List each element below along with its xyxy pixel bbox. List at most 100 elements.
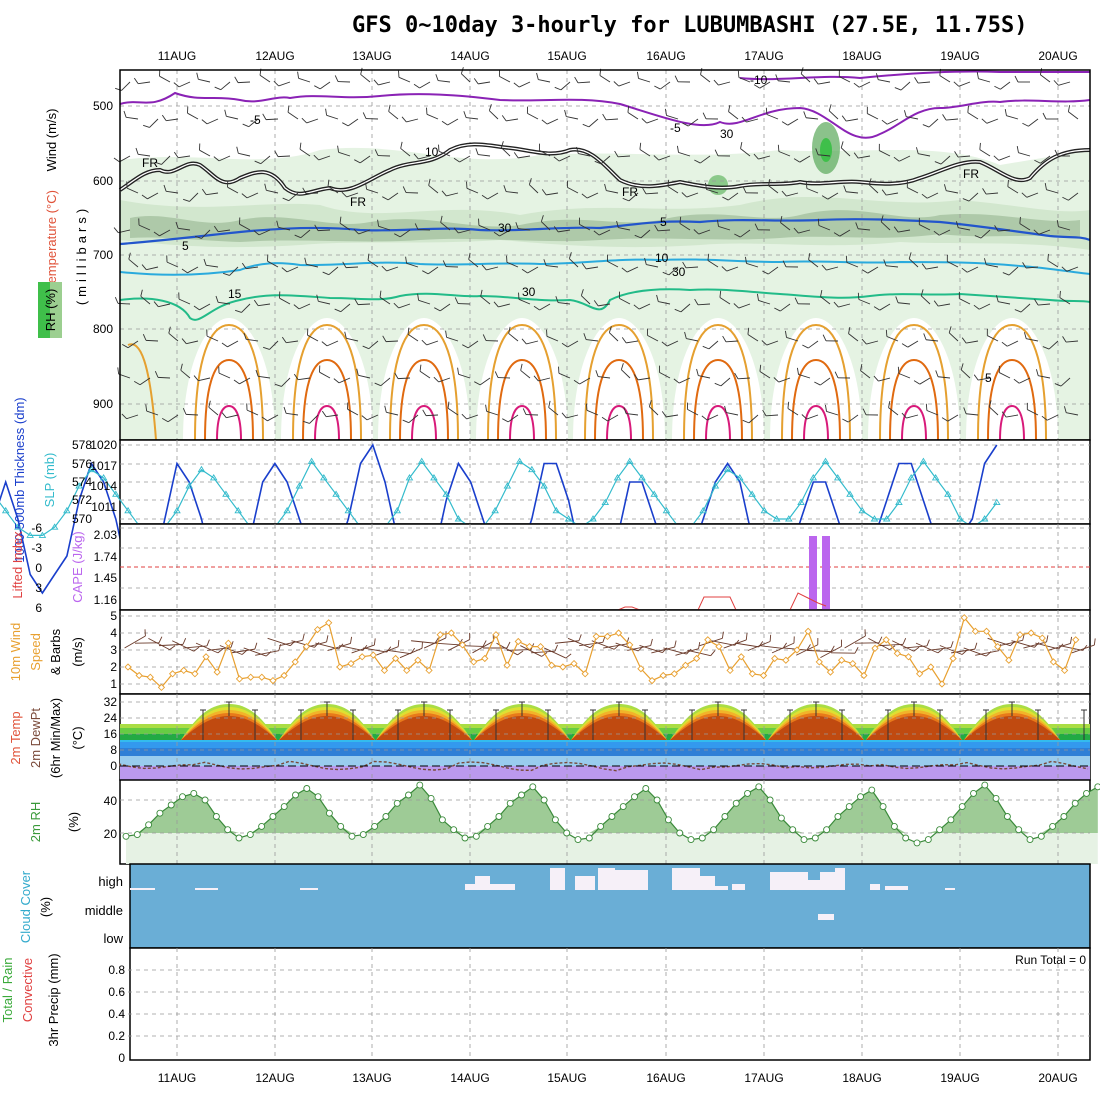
wind-barb	[854, 636, 883, 644]
slp-point	[124, 506, 132, 514]
temp-contour-30	[705, 404, 731, 441]
wind-barb	[223, 266, 239, 276]
rh-point	[1071, 799, 1079, 807]
wind-barb	[417, 293, 431, 305]
wind-barb	[733, 303, 751, 309]
wind-barb	[918, 217, 931, 231]
cape-bar	[822, 536, 830, 610]
rh-point	[405, 791, 412, 799]
cloud-gap	[475, 876, 490, 890]
wind-barb	[196, 72, 211, 83]
wind-barb	[768, 178, 779, 194]
wind-barb	[604, 183, 619, 194]
wind-barb	[759, 364, 771, 379]
wind-barb	[313, 154, 331, 161]
ytick: 32	[104, 695, 118, 709]
cloud-gap	[732, 884, 745, 890]
wind-barb	[860, 363, 871, 379]
wind-barb	[993, 155, 1011, 161]
label-5: 5	[985, 371, 992, 385]
wind-barb	[433, 376, 451, 383]
rh-point	[484, 822, 492, 830]
rh-point	[156, 809, 164, 817]
wind-barb	[135, 147, 151, 157]
rh-point	[766, 796, 774, 804]
wind-barb	[155, 155, 171, 165]
slp-point	[711, 482, 720, 489]
wind-speed-point	[826, 668, 835, 676]
temp-contour-20	[487, 323, 557, 441]
rh-point	[235, 834, 243, 842]
wind-barb	[857, 292, 871, 305]
wind-barb	[894, 81, 911, 91]
rh-point	[676, 829, 684, 837]
cloud-level-low: low	[103, 931, 123, 946]
temp-contour-30	[606, 404, 632, 441]
wind-barb	[701, 414, 719, 421]
date-labels-top: 11AUG 12AUG 13AUG 14AUG 15AUG 16AUG 17AUG 18AUG…	[158, 49, 1078, 63]
slp-point	[858, 506, 867, 514]
chart-title: GFS 0~10day 3-hourly for LUBUMBASHI (27.…	[352, 13, 1028, 38]
wind-barb	[255, 369, 271, 379]
wind-barb	[246, 403, 259, 416]
wind-barb	[233, 377, 251, 385]
wind-barb	[861, 266, 879, 274]
rh-point	[823, 826, 831, 834]
cloud-gap	[945, 888, 955, 890]
ytick: 20	[104, 827, 118, 841]
temp-contour-25	[497, 358, 547, 441]
temp-band	[120, 766, 1090, 780]
ytick: 3	[110, 643, 117, 657]
wind-barb	[337, 145, 351, 157]
wind-speed-point	[1005, 656, 1013, 664]
wind-barb	[1054, 149, 1070, 157]
slp-point	[895, 498, 903, 506]
wind-barb	[498, 69, 511, 83]
temp-peak	[181, 716, 277, 740]
wind-barb	[419, 364, 431, 379]
temp-contour-20	[389, 323, 459, 441]
wind-barb	[814, 377, 831, 386]
wind-barb	[1067, 105, 1079, 120]
slp-point	[723, 465, 732, 473]
wind-barb	[614, 150, 631, 158]
cape-bar	[809, 536, 817, 610]
wind-barb	[935, 370, 951, 379]
ylabel-temp: Temperature (°C)	[44, 190, 59, 290]
freezing-level-inner	[119, 143, 1091, 195]
wind-barb	[633, 303, 651, 310]
label-rh30: 30	[498, 221, 512, 235]
wind-barb	[113, 155, 131, 163]
wind-barb	[828, 104, 839, 120]
wind-barb	[1022, 118, 1039, 127]
wind-barb	[243, 332, 259, 342]
rh-point	[721, 813, 729, 820]
wind-barb	[381, 265, 399, 272]
wind-barb	[453, 155, 471, 163]
wind-barb	[316, 294, 331, 305]
wind-barb	[1061, 266, 1079, 272]
rh-point	[868, 786, 876, 794]
rh-point	[246, 831, 254, 839]
wind-barb	[540, 215, 551, 231]
temp-contour-25	[399, 358, 449, 441]
wind-barb	[674, 303, 691, 313]
temp-contour-20	[584, 323, 654, 441]
wind-barb	[646, 328, 659, 342]
rh-point	[280, 803, 288, 811]
wind-barb	[901, 340, 919, 348]
rh-point	[167, 801, 175, 809]
wind-barb	[344, 331, 359, 342]
wind-barb	[999, 633, 1025, 647]
wind-barb	[208, 400, 219, 416]
slp-point	[772, 515, 781, 522]
wind-speed-point	[759, 671, 768, 680]
temp-contour-minus10	[739, 70, 1090, 81]
rh-point	[472, 832, 480, 840]
wind-barb	[141, 264, 159, 271]
wind-barb	[933, 229, 951, 236]
wind-speed-point	[581, 670, 589, 678]
wind-barb	[981, 118, 999, 124]
ylabel-10m-wind: 10m Wind	[8, 623, 23, 682]
wind-barb	[862, 408, 879, 416]
